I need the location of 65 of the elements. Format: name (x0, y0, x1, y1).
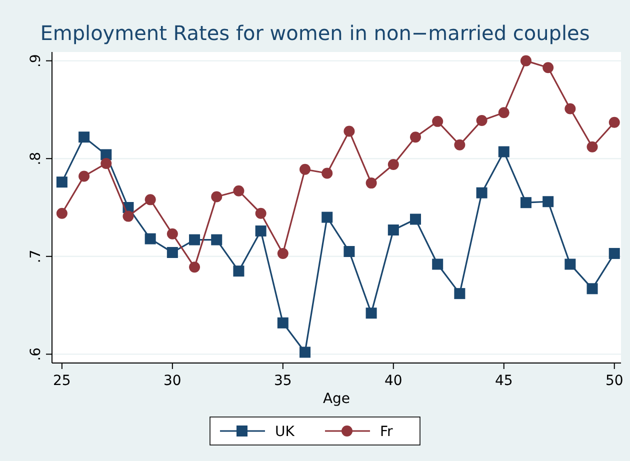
point (542, 62, 554, 74)
point (388, 158, 399, 170)
point (520, 197, 532, 208)
point (277, 248, 288, 259)
point (322, 212, 333, 223)
point (255, 225, 266, 236)
point (454, 288, 466, 300)
point (100, 149, 112, 160)
point (255, 208, 266, 219)
point (564, 258, 576, 270)
point (410, 132, 421, 143)
point (56, 208, 68, 219)
y-tick-label: .8 (28, 152, 44, 166)
point (233, 185, 244, 196)
x-tick-label: 45 (494, 373, 513, 389)
legend-label: Fr (380, 424, 394, 440)
point (322, 168, 333, 179)
point (166, 228, 178, 240)
point (277, 317, 288, 328)
point (100, 158, 112, 169)
point (388, 224, 399, 236)
point (211, 234, 222, 246)
y-tick-label: .7 (28, 250, 44, 264)
point (586, 283, 598, 294)
point (189, 234, 200, 246)
point (586, 141, 598, 152)
point (366, 178, 377, 189)
y-tick-label: .9 (28, 54, 44, 68)
point (144, 233, 156, 244)
point (233, 266, 244, 277)
x-axis-title: Age (322, 391, 350, 407)
point (56, 176, 68, 188)
point (520, 55, 532, 66)
point (476, 187, 488, 198)
point (476, 114, 488, 126)
point (189, 262, 200, 273)
point (211, 191, 222, 202)
point (608, 248, 620, 259)
point (366, 308, 377, 319)
point (122, 210, 134, 222)
point (564, 103, 576, 114)
x-tick-label: 50 (605, 373, 624, 389)
point (432, 258, 444, 270)
point (300, 164, 311, 175)
point (542, 196, 554, 208)
x-tick-label: 30 (164, 373, 182, 389)
legend-label: UK (275, 424, 296, 440)
point (144, 194, 156, 206)
point (410, 214, 421, 225)
point (78, 170, 90, 182)
y-tick-label: .6 (28, 347, 44, 361)
point (166, 246, 178, 258)
point (344, 126, 355, 137)
chart-title: Employment Rates for women in non−married couples (40, 21, 590, 45)
x-tick-label: 25 (53, 373, 71, 389)
point (300, 346, 311, 358)
point (344, 246, 355, 258)
x-tick-label: 35 (274, 373, 292, 389)
x-tick-label: 40 (384, 373, 402, 389)
point (454, 139, 466, 150)
point (498, 146, 510, 158)
point (432, 116, 444, 127)
point (78, 132, 90, 143)
point (608, 116, 620, 128)
point (498, 107, 510, 118)
